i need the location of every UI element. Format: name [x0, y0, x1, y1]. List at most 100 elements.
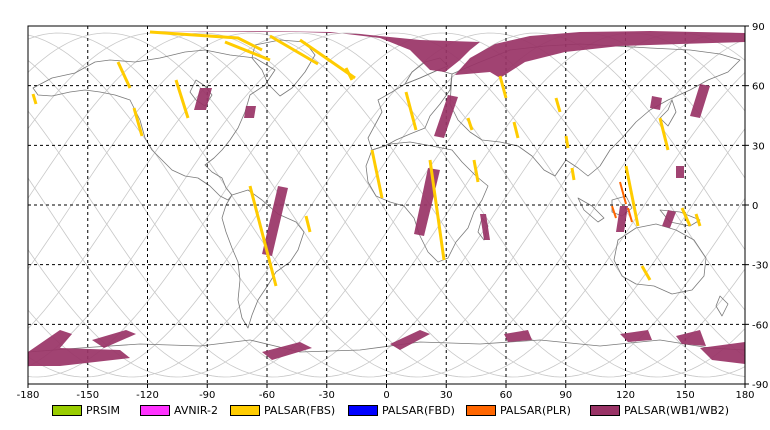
- swath-wb-antarctic-7: [676, 330, 706, 346]
- palsar-fbs-swaths: [31, 30, 702, 287]
- legend-item: PRSIM: [52, 402, 120, 418]
- coastline-antarctica: [27, 339, 746, 353]
- swath-fbs-12: [370, 149, 384, 199]
- swath-wb-madagascar: [480, 214, 490, 240]
- swath-plr-2: [627, 207, 633, 223]
- swath-wb-arctic-band-east: [455, 31, 745, 78]
- swath-fbs-23: [624, 165, 640, 227]
- swath-fbs-21: [570, 167, 576, 181]
- swath-wb-antarctic-6: [620, 330, 652, 342]
- swath-fbs-26: [694, 213, 702, 227]
- x-tick-label: -30: [319, 390, 335, 400]
- legend-item: PALSAR(FBD): [348, 402, 455, 418]
- legend-label: PALSAR(FBD): [382, 403, 455, 417]
- legend-swatch: [52, 404, 82, 416]
- y-tick-label: 60: [752, 82, 765, 93]
- swath-wb-new-guinea: [662, 210, 676, 228]
- swath-wb-east-asia: [650, 96, 662, 110]
- swath-wb-antarctic-2: [92, 330, 136, 348]
- swath-plr-1: [619, 181, 627, 205]
- x-tick-label: 90: [559, 390, 572, 400]
- swath-fbs-18: [512, 121, 520, 139]
- swath-fbs-3: [269, 34, 319, 66]
- legend-item: AVNIR-2: [140, 402, 218, 418]
- y-tick-label: -30: [752, 261, 768, 272]
- graticule: [28, 26, 745, 384]
- swath-wb-europe: [434, 95, 458, 138]
- x-tick-label: -60: [259, 390, 275, 400]
- x-tick-label: 120: [616, 390, 635, 400]
- coastline-sumatra: [577, 197, 605, 223]
- longitude-tick-labels: -180 -150 -120 -90 -60 -30 0 30 60 90 120 150 180: [17, 384, 755, 400]
- orbit-track: [28, 32, 745, 378]
- legend-label: AVNIR-2: [174, 403, 218, 417]
- swath-fbs-6: [174, 79, 190, 119]
- x-tick-label: 150: [676, 390, 695, 400]
- swath-fbs-13: [404, 91, 418, 131]
- x-tick-label: 30: [440, 390, 453, 400]
- swath-wb-antarctic-4: [390, 330, 430, 350]
- y-tick-label: -60: [752, 320, 768, 331]
- legend-item: PALSAR(PLR): [466, 402, 571, 418]
- swath-wb-japan: [676, 166, 684, 178]
- swath-wb-usa: [244, 106, 256, 118]
- swath-fbs-11: [344, 67, 354, 81]
- swath-fbs-9: [248, 185, 278, 287]
- x-tick-label: -120: [136, 390, 159, 400]
- x-tick-label: 60: [500, 390, 513, 400]
- legend-swatch: [590, 404, 620, 416]
- y-tick-label: 30: [752, 141, 765, 152]
- swath-fbs-25: [680, 207, 692, 227]
- legend-label: PALSAR(FBS): [264, 403, 336, 417]
- palsar-wb-swaths: [28, 31, 745, 366]
- swath-wb-antarctic-3: [262, 342, 312, 360]
- coastline-south-america: [221, 189, 305, 329]
- orbit-track: [28, 32, 745, 378]
- coverage-map: -180 -150 -120 -90 -60 -30 0 30 60 90 120 150 180 90…: [17, 22, 769, 400]
- swath-fbs-4: [299, 38, 356, 80]
- swath-fbs-19: [554, 97, 562, 113]
- swath-wb-canada: [194, 88, 212, 110]
- coastline-north-america: [32, 49, 276, 201]
- swath-fbs-22: [658, 117, 670, 151]
- legend: PRSIM AVNIR-2 PALSAR(FBS) PALSAR(FBD) PALSAR…: [0, 402, 770, 422]
- orbit-track: [28, 32, 745, 378]
- swath-wb-arctic-band: [145, 31, 480, 72]
- coastline-new-zealand: [715, 295, 729, 317]
- swath-fbs-16: [472, 159, 480, 183]
- swath-fbs-8: [31, 93, 38, 105]
- swath-wb-antarctic-1: [28, 330, 130, 366]
- coastline-japan: [659, 99, 677, 127]
- coastline-australia: [613, 223, 707, 295]
- swath-fbs-14: [428, 159, 446, 261]
- legend-item: PALSAR(WB1/WB2): [590, 402, 729, 418]
- swath-wb-antarctic-8: [700, 342, 745, 364]
- y-tick-label: -90: [752, 380, 768, 391]
- coastline-africa: [365, 141, 489, 263]
- swath-fbs-5: [116, 61, 132, 89]
- swath-fbs-2: [224, 40, 271, 62]
- swath-plr-3: [611, 205, 617, 219]
- legend-swatch: [348, 404, 378, 416]
- swath-fbs-15: [466, 117, 474, 131]
- legend-swatch: [466, 404, 496, 416]
- x-tick-label: -150: [76, 390, 99, 400]
- swath-fbs-10: [304, 215, 312, 233]
- swath-fbs-20: [564, 135, 570, 149]
- x-tick-label: -180: [17, 390, 40, 400]
- y-tick-label: 90: [752, 22, 765, 33]
- legend-label: PRSIM: [86, 403, 120, 417]
- swath-fbs-1: [149, 30, 263, 52]
- legend-label: PALSAR(WB1/WB2): [624, 403, 730, 417]
- orbit-track: [28, 32, 745, 378]
- legend-swatch: [230, 404, 260, 416]
- x-tick-label: -90: [199, 390, 215, 400]
- x-tick-label: 0: [383, 390, 389, 400]
- map-frame: [27, 25, 746, 385]
- legend-label: PALSAR(PLR): [500, 403, 571, 417]
- swath-wb-south-america: [262, 186, 288, 256]
- swath-wb-antarctic-5: [504, 330, 532, 342]
- y-tick-label: 0: [752, 201, 758, 212]
- legend-item: PALSAR(FBS): [230, 402, 335, 418]
- swath-fbs-7: [132, 107, 144, 137]
